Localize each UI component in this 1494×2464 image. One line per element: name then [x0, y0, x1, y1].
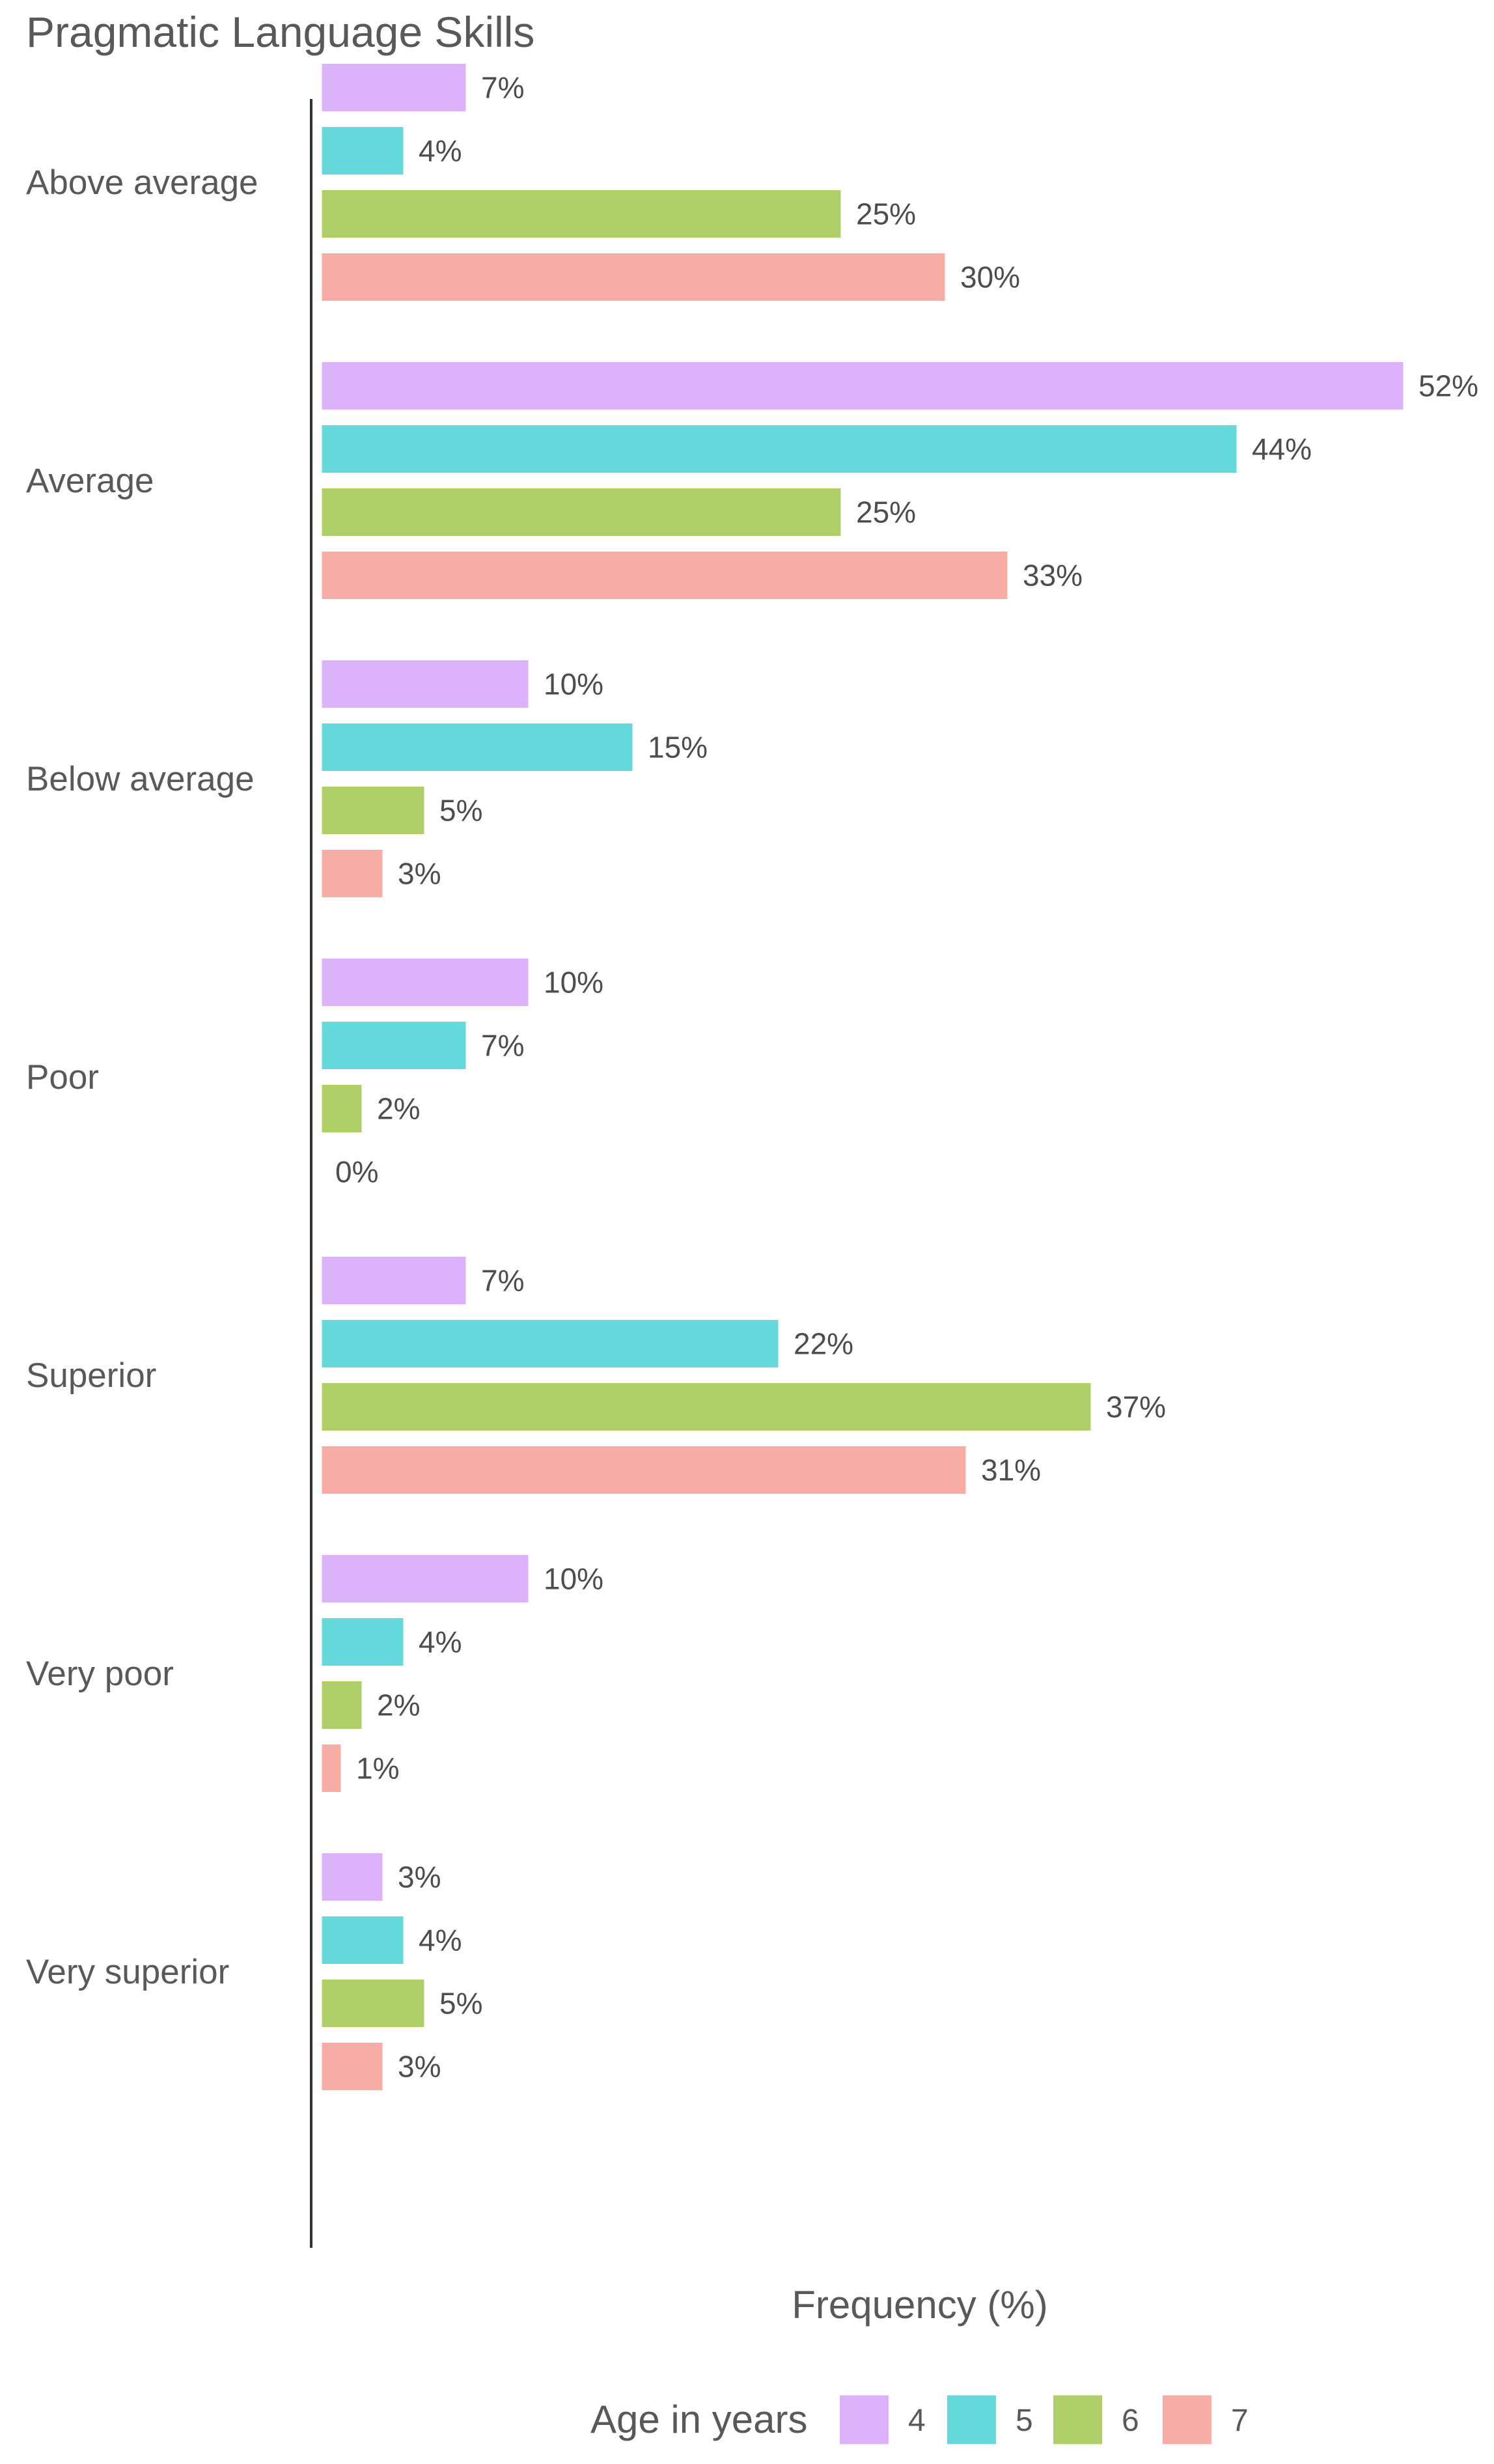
bar-very-poor-age-7: [320, 1743, 343, 1794]
bar-very-superior-age-6: [320, 1978, 426, 2029]
bar-poor-age-4: [320, 957, 531, 1008]
value-label-very-superior-age-6: 5%: [439, 1987, 482, 2021]
legend-swatch-age-6: [1053, 2395, 1102, 2444]
value-label-average-age-5: 44%: [1252, 432, 1312, 466]
category-label-average: Average: [26, 462, 154, 500]
value-label-poor-age-6: 2%: [377, 1092, 420, 1126]
value-label-superior-age-7: 31%: [981, 1453, 1041, 1487]
legend-swatch-age-4: [840, 2395, 889, 2444]
value-label-below-average-age-6: 5%: [439, 794, 482, 828]
value-label-below-average-age-4: 10%: [544, 667, 603, 701]
value-label-poor-age-4: 10%: [544, 966, 603, 1000]
bar-below-average-age-6: [320, 785, 426, 836]
value-label-very-poor-age-6: 2%: [377, 1688, 420, 1722]
bar-very-poor-age-5: [320, 1616, 406, 1668]
bar-below-average-age-7: [320, 848, 385, 899]
value-label-above-average-age-7: 30%: [960, 260, 1020, 294]
bar-above-average-age-6: [320, 188, 843, 240]
bar-very-poor-age-6: [320, 1679, 364, 1731]
value-label-very-poor-age-5: 4%: [419, 1625, 462, 1659]
legend-label-age-4: 4: [908, 2403, 926, 2438]
chart-title: Pragmatic Language Skills: [26, 8, 534, 56]
bar-below-average-age-5: [320, 721, 635, 773]
bar-average-age-6: [320, 486, 843, 538]
value-label-average-age-7: 33%: [1023, 559, 1083, 593]
value-label-poor-age-5: 7%: [481, 1029, 524, 1063]
bar-average-age-5: [320, 423, 1239, 475]
value-label-below-average-age-5: 15%: [648, 731, 708, 764]
category-label-very-poor: Very poor: [26, 1655, 174, 1693]
value-label-superior-age-5: 22%: [794, 1327, 853, 1361]
bar-below-average-age-4: [320, 658, 531, 710]
bars: [320, 62, 1405, 2092]
legend-items: 4 5 6 7: [840, 2395, 1249, 2444]
value-label-very-superior-age-4: 3%: [398, 1860, 441, 1894]
bar-average-age-7: [320, 550, 1010, 601]
bar-superior-age-7: [320, 1444, 968, 1496]
category-labels: Above average Average Below average Poor Sup…: [26, 163, 258, 1991]
bar-poor-age-6: [320, 1083, 364, 1134]
value-label-poor-age-7: 0%: [335, 1155, 378, 1189]
value-label-very-poor-age-7: 1%: [356, 1752, 399, 1785]
value-labels: 7% 4% 25% 30% 52% 44% 25% 33% 10% 15% 5% 3% 10% 7% 2% 0…: [335, 71, 1478, 2084]
category-label-very-superior: Very superior: [26, 1953, 229, 1991]
value-label-very-poor-age-4: 10%: [544, 1562, 603, 1596]
value-label-below-average-age-7: 3%: [398, 857, 441, 891]
bar-average-age-4: [320, 360, 1405, 412]
bar-very-superior-age-4: [320, 1851, 385, 1903]
x-axis-title: Frequency (%): [792, 2283, 1047, 2327]
value-label-above-average-age-6: 25%: [856, 197, 916, 231]
value-label-above-average-age-4: 7%: [481, 71, 524, 105]
bar-superior-age-4: [320, 1255, 468, 1306]
legend: Age in years 4 5 6 7: [590, 2395, 1249, 2444]
bar-very-superior-age-7: [320, 2041, 385, 2092]
value-label-above-average-age-5: 4%: [419, 134, 462, 168]
value-label-average-age-4: 52%: [1418, 369, 1478, 403]
legend-label-age-5: 5: [1016, 2403, 1033, 2438]
category-label-superior: Superior: [26, 1356, 156, 1395]
legend-swatch-age-7: [1163, 2395, 1211, 2444]
value-label-superior-age-6: 37%: [1106, 1390, 1166, 1424]
value-label-average-age-6: 25%: [856, 496, 916, 529]
bar-very-superior-age-5: [320, 1914, 406, 1966]
bar-above-average-age-5: [320, 125, 406, 176]
bar-above-average-age-4: [320, 62, 468, 113]
category-label-above-average: Above average: [26, 163, 258, 202]
bar-very-poor-age-4: [320, 1553, 531, 1604]
legend-label-age-6: 6: [1122, 2403, 1139, 2438]
bar-superior-age-6: [320, 1381, 1093, 1433]
bar-poor-age-5: [320, 1020, 468, 1071]
value-label-superior-age-4: 7%: [481, 1264, 524, 1298]
category-label-poor: Poor: [26, 1058, 99, 1097]
legend-label-age-7: 7: [1231, 2403, 1249, 2438]
bar-superior-age-5: [320, 1318, 781, 1369]
value-label-very-superior-age-7: 3%: [398, 2050, 441, 2084]
legend-title: Age in years: [590, 2398, 808, 2441]
category-label-below-average: Below average: [26, 760, 255, 798]
legend-swatch-age-5: [947, 2395, 996, 2444]
bar-above-average-age-7: [320, 251, 947, 303]
value-label-very-superior-age-5: 4%: [419, 1924, 462, 1957]
